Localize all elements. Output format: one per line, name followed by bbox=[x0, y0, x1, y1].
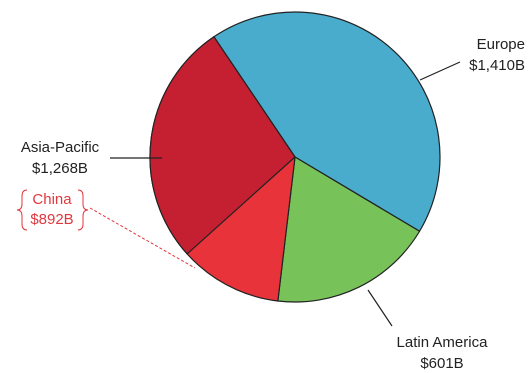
inset-value-label: $892B bbox=[30, 211, 73, 228]
slice-label: Europe bbox=[477, 36, 525, 53]
leader-line bbox=[89, 207, 196, 269]
slice-label: Asia-Pacific bbox=[21, 139, 100, 156]
value-label: $1,410B bbox=[469, 57, 525, 74]
inset-label: China bbox=[32, 191, 72, 208]
pie-slice bbox=[277, 156, 421, 303]
leader-line bbox=[367, 289, 393, 327]
brace bbox=[16, 189, 28, 231]
value-label: $601B bbox=[420, 355, 463, 372]
leader-line bbox=[419, 61, 461, 81]
inset-slice bbox=[149, 35, 296, 255]
slice-label: Latin America bbox=[397, 334, 489, 351]
value-label: $1,268B bbox=[32, 160, 88, 177]
brace bbox=[77, 189, 89, 231]
pie-slice bbox=[213, 11, 441, 233]
